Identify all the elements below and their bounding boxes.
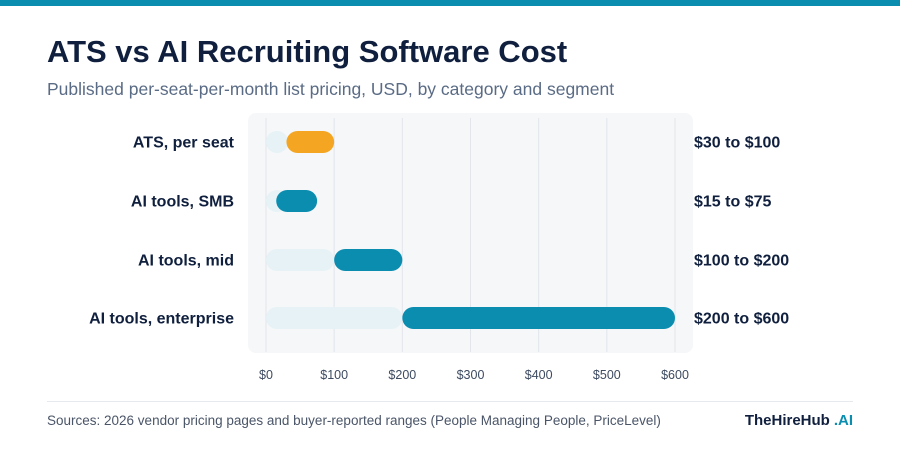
x-tick-label: $600: [661, 368, 689, 382]
brand-logo: TheHireHub .AI: [745, 412, 853, 429]
bars-layer: [266, 131, 675, 329]
x-tick-label: $300: [457, 368, 485, 382]
category-label: ATS, per seat: [133, 135, 235, 152]
brand-name: TheHireHub: [744, 412, 830, 429]
x-tick-label: $200: [388, 368, 416, 382]
chart-title: ATS vs AI Recruiting Software Cost: [47, 34, 568, 69]
range-value-label: $30 to $100: [694, 135, 780, 152]
x-tick-label: $400: [525, 368, 553, 382]
chart-subtitle: Published per-seat-per-month list pricin…: [47, 79, 615, 99]
ticks-layer: $0 $100 $200 $300 $400 $500 $600: [259, 368, 689, 382]
x-tick-label: $0: [259, 368, 273, 382]
range-value-label: $15 to $75: [694, 194, 771, 211]
range-track-ats-per-seat: [266, 131, 288, 153]
range-value-label: $100 to $200: [694, 253, 789, 270]
x-tick-label: $500: [593, 368, 621, 382]
footer-divider: [47, 401, 853, 402]
top-accent-bar: [0, 0, 900, 6]
labels-layer: ATS, per seat $30 to $100 AI tools, SMB $15…: [89, 135, 789, 328]
range-bar-ai-tools-mid: [334, 249, 403, 271]
x-tick-label: $100: [320, 368, 348, 382]
range-bar-ats-per-seat: [286, 131, 335, 153]
brand-suffix: .AI: [833, 412, 853, 429]
range-track-ai-tools-enterprise: [266, 307, 403, 329]
range-value-label: $200 to $600: [694, 311, 789, 328]
category-label: AI tools, SMB: [131, 194, 234, 211]
sources-note: Sources: 2026 vendor pricing pages and b…: [47, 413, 661, 428]
category-label: AI tools, mid: [138, 253, 234, 270]
range-track-ai-tools-mid: [266, 249, 335, 271]
category-label: AI tools, enterprise: [89, 311, 234, 328]
range-bar-ai-tools-smb: [276, 190, 318, 212]
range-bar-ai-tools-enterprise: [402, 307, 675, 329]
